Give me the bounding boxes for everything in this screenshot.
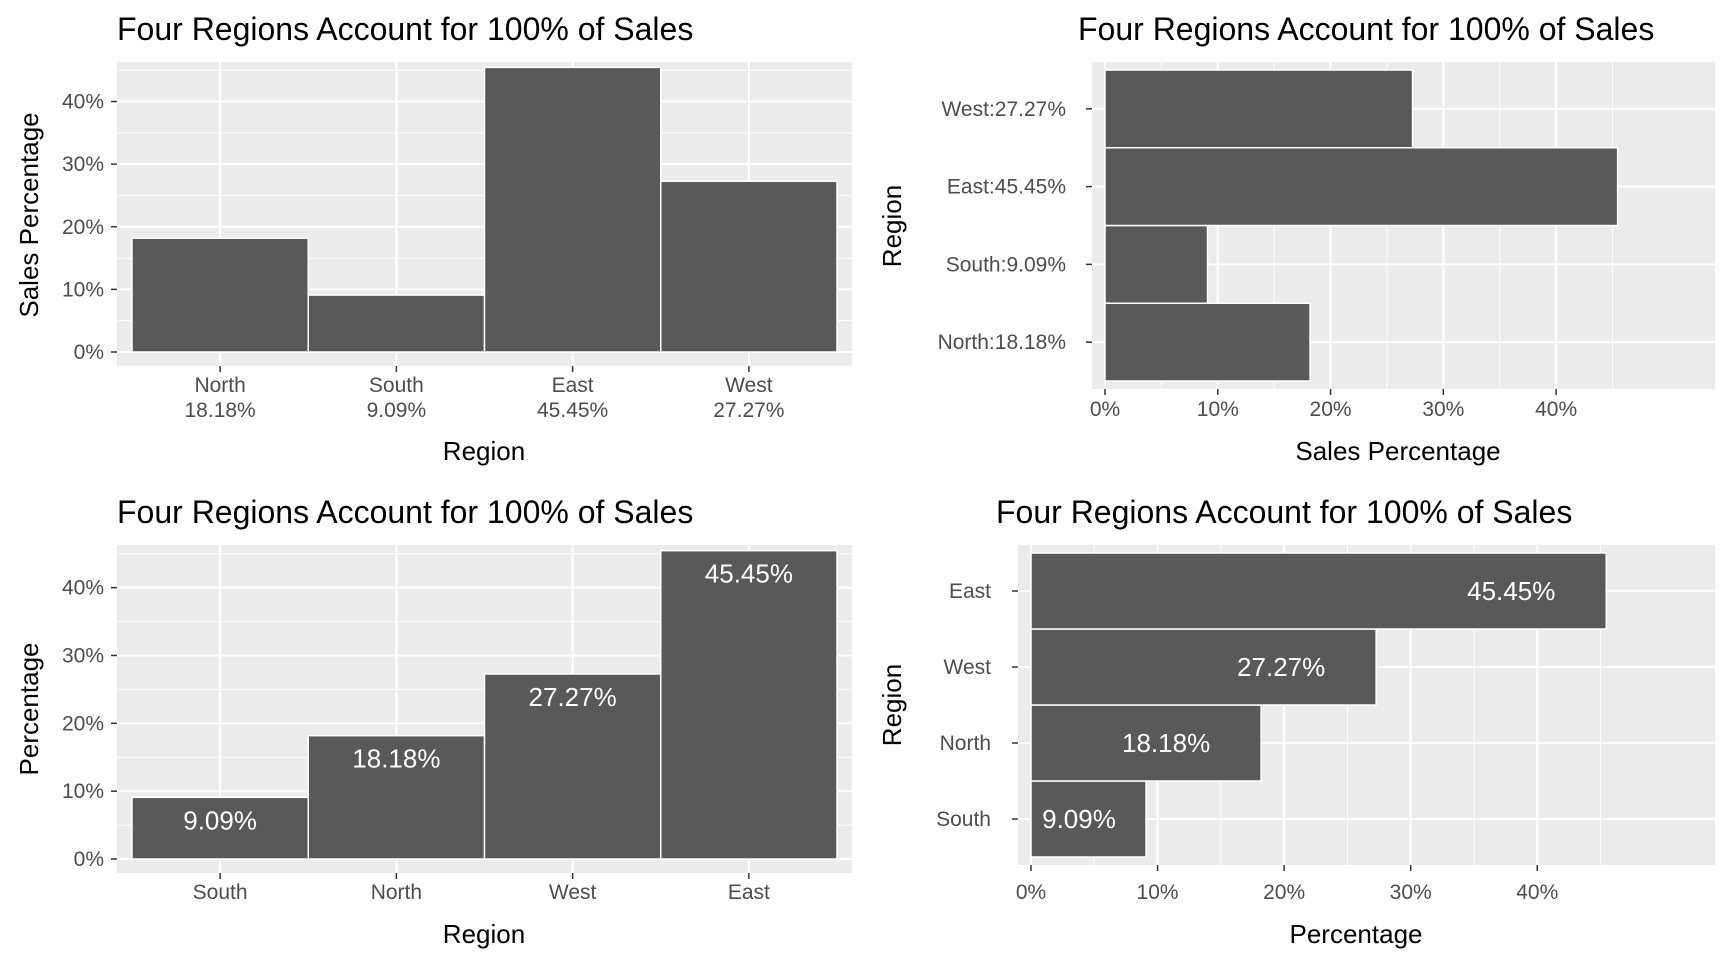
chart-4-x-tick-label: 30% <box>1390 881 1432 904</box>
chart-1-x-tick-label: North 18.18% <box>185 374 256 422</box>
chart-3-bar-value-label: 18.18% <box>352 744 440 774</box>
chart-4-x-tick-label: 20% <box>1263 881 1305 904</box>
chart-4-y-tick-label: West <box>944 656 992 679</box>
chart-4-title: Four Regions Account for 100% of Sales <box>996 494 1572 530</box>
chart-4-bar-labels: 9.09% 18.18% 27.27% 45.45% <box>1042 576 1555 834</box>
chart-1-bars <box>131 66 838 353</box>
chart-3-bar <box>307 734 486 860</box>
chart-2-x-tick-label: 0% <box>1090 398 1120 421</box>
chart-4-bar <box>1030 628 1377 706</box>
chart-3-bar-labels: 9.09% 18.18% 27.27% 45.45% <box>183 559 793 836</box>
chart-1-bar <box>131 237 309 353</box>
chart-4-bars <box>1030 552 1607 858</box>
chart-3-y-tick-label: 20% <box>62 712 104 735</box>
chart-panel-1: 0% 10% 20% 30% 40% North 18.18% South 9.09% East 4… <box>14 11 852 466</box>
chart-1-title: Four Regions Account for 100% of Sales <box>117 11 693 47</box>
chart-2-x-tick-label: 10% <box>1197 398 1239 421</box>
chart-2-x-tick-label: 30% <box>1422 398 1464 421</box>
chart-4-x-tick-label: 10% <box>1137 881 1179 904</box>
chart-2-bar <box>1104 147 1619 227</box>
chart-2-bar <box>1104 69 1414 149</box>
chart-4-axes: 0% 10% 20% 30% 40% South North West East <box>936 580 1558 904</box>
chart-3-x-tick-label: South <box>193 881 248 904</box>
chart-1-bar <box>660 180 838 353</box>
chart-3-y-tick-label: 0% <box>74 848 104 871</box>
chart-4-bar-value-label: 45.45% <box>1467 576 1555 606</box>
chart-panel-2: 0% 10% 20% 30% 40% North:18.18% South:9.09% Eas… <box>877 11 1715 466</box>
chart-4-bar <box>1030 780 1147 858</box>
chart-4-bar-value-label: 27.27% <box>1237 652 1325 682</box>
chart-3-bar <box>483 673 662 860</box>
chart-panel-4: 9.09% 18.18% 27.27% 45.45% 0% 10% 20% 30% 40% Sou… <box>877 494 1715 949</box>
chart-3-bar-value-label: 45.45% <box>705 559 793 589</box>
chart-4-bar-value-label: 18.18% <box>1122 728 1210 758</box>
chart-4-bar <box>1030 552 1607 630</box>
chart-2-y-axis-title: Region <box>877 185 907 267</box>
chart-1-bar <box>307 294 486 353</box>
chart-1-x-tick-label: West 27.27% <box>713 374 784 422</box>
chart-4-x-tick-label: 40% <box>1516 881 1558 904</box>
chart-1-x-tick-label: South 9.09% <box>367 374 427 422</box>
chart-4-y-tick-label: North <box>940 732 991 755</box>
chart-4-x-axis-title: Percentage <box>1290 919 1423 949</box>
chart-3-axes: 0% 10% 20% 30% 40% South North West East <box>62 577 770 904</box>
chart-3-title: Four Regions Account for 100% of Sales <box>117 494 693 530</box>
chart-3-x-tick-label: West <box>549 881 597 904</box>
chart-2-y-tick-label: North:18.18% <box>938 331 1066 354</box>
chart-3-y-tick-label: 10% <box>62 780 104 803</box>
chart-4-bar <box>1030 704 1262 782</box>
chart-3-bar <box>660 549 838 860</box>
chart-3-bars <box>131 549 838 860</box>
chart-1-y-tick-label: 0% <box>74 341 104 364</box>
chart-3-y-tick-label: 30% <box>62 644 104 667</box>
chart-3-bar-value-label: 27.27% <box>529 682 617 712</box>
chart-2-y-tick-label: East:45.45% <box>947 176 1066 199</box>
chart-2-y-tick-label: West:27.27% <box>941 98 1066 121</box>
chart-3-y-axis-title: Percentage <box>14 643 44 776</box>
chart-1-y-tick-label: 30% <box>62 153 104 176</box>
chart-3-x-tick-label: North <box>371 881 422 904</box>
chart-3-y-tick-label: 40% <box>62 577 104 600</box>
chart-2-x-tick-label: 20% <box>1310 398 1352 421</box>
chart-1-y-tick-label: 40% <box>62 91 104 114</box>
chart-1-axes: 0% 10% 20% 30% 40% North 18.18% South 9.09% East 4… <box>62 91 785 422</box>
chart-4-bar-value-label: 9.09% <box>1042 804 1116 834</box>
chart-3-bar <box>131 796 309 860</box>
chart-1-x-tick-label: East 45.45% <box>537 374 608 422</box>
chart-3-x-tick-label: East <box>728 881 770 904</box>
chart-2-title: Four Regions Account for 100% of Sales <box>1078 11 1654 47</box>
chart-4-x-tick-label: 0% <box>1016 881 1046 904</box>
chart-2-bar <box>1104 302 1311 382</box>
chart-3-x-axis-title: Region <box>443 919 525 949</box>
chart-2-y-tick-label: South:9.09% <box>946 253 1066 276</box>
chart-1-y-tick-label: 20% <box>62 216 104 239</box>
chart-4-y-tick-label: East <box>949 580 991 603</box>
chart-1-y-axis-title: Sales Percentage <box>14 112 44 317</box>
chart-1-bar <box>483 66 662 353</box>
chart-2-bar <box>1104 224 1209 304</box>
chart-1-x-axis-title: Region <box>443 436 525 466</box>
chart-panel-3: 9.09% 18.18% 27.27% 45.45% 0% 10% 20% 30% 40% Sou… <box>14 494 852 949</box>
chart-2-bars <box>1104 69 1619 382</box>
chart-2-x-tick-label: 40% <box>1535 398 1577 421</box>
chart-4-y-tick-label: South <box>936 808 991 831</box>
chart-4-y-axis-title: Region <box>877 664 907 746</box>
chart-2-x-axis-title: Sales Percentage <box>1295 436 1500 466</box>
chart-1-y-tick-label: 10% <box>62 278 104 301</box>
chart-2-axes: 0% 10% 20% 30% 40% North:18.18% South:9.09% Eas… <box>938 98 1578 421</box>
chart-3-bar-value-label: 9.09% <box>183 805 257 835</box>
